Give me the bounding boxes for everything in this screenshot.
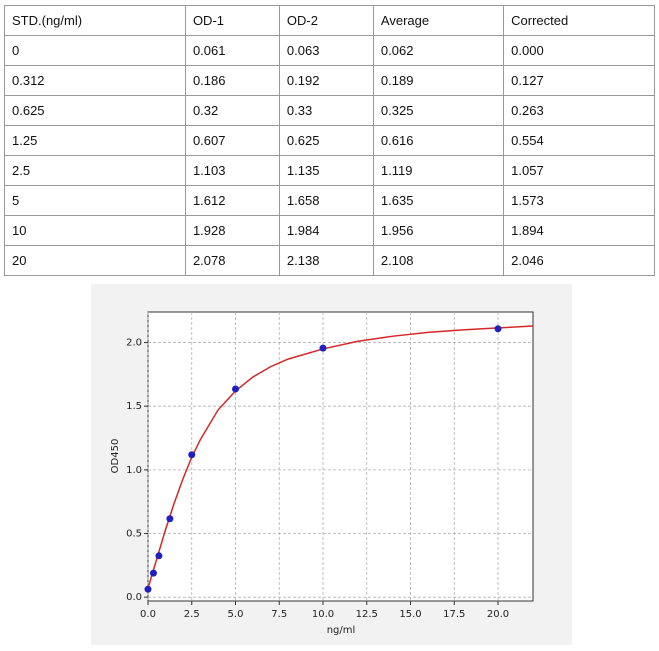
x-tick-label: 15.0 — [399, 609, 421, 620]
table-cell: 10 — [4, 215, 186, 246]
table-cell: 0.061 — [184, 35, 280, 66]
table-cell: 1.573 — [503, 185, 655, 216]
header-row: STD.(ng/ml) OD-1 OD-2 Average Corrected — [4, 5, 655, 36]
table-row: 20 2.078 2.138 2.108 2.046 — [4, 245, 655, 276]
table-cell: 2.138 — [278, 245, 374, 276]
y-tick-label: 0.0 — [126, 592, 142, 603]
table-cell: 1.984 — [278, 215, 374, 246]
table-cell: 0.063 — [278, 35, 374, 66]
table-row: 0 0.061 0.063 0.062 0.000 — [4, 35, 655, 66]
data-point — [155, 552, 163, 560]
data-point — [319, 344, 327, 352]
x-tick-label: 10.0 — [312, 609, 334, 620]
table-cell: 5 — [4, 185, 186, 216]
table-cell: 0.33 — [278, 95, 374, 126]
data-point — [232, 385, 239, 393]
table-cell: 0.127 — [503, 65, 655, 96]
plot-area — [147, 311, 534, 602]
table-cell: 1.119 — [372, 155, 505, 186]
table-cell: 1.928 — [184, 215, 280, 246]
x-tick-label: 20.0 — [487, 609, 509, 620]
table-cell: 2.046 — [503, 245, 655, 276]
table-cell: 0.32 — [184, 95, 280, 126]
table-cell: 0.062 — [372, 35, 505, 66]
table-cell: 0.554 — [503, 125, 655, 156]
table-cell: OD-1 — [184, 5, 280, 36]
y-tick-label: 1.0 — [126, 465, 142, 476]
fit-curve — [147, 325, 534, 589]
x-tick-label: 0.0 — [140, 609, 156, 620]
table-cell: 1.956 — [372, 215, 505, 246]
data-point — [188, 451, 196, 459]
table-cell: Average — [372, 5, 505, 36]
x-tick-label: 17.5 — [443, 609, 465, 620]
x-tick-label: 5.0 — [228, 609, 244, 620]
table-cell: 1.658 — [278, 185, 374, 216]
table-cell: 0.263 — [503, 95, 655, 126]
x-axis-label: ng/ml — [327, 625, 356, 636]
table-row: 5 1.612 1.658 1.635 1.573 — [4, 185, 655, 216]
table-cell: 0 — [4, 35, 186, 66]
table-cell: 1.635 — [372, 185, 505, 216]
table-cell: OD-2 — [278, 5, 374, 36]
table-cell: 1.612 — [184, 185, 280, 216]
table-cell: 0.325 — [372, 95, 505, 126]
table-cell: 0.616 — [372, 125, 505, 156]
table-cell: 1.103 — [184, 155, 280, 186]
table-cell: 2.108 — [372, 245, 505, 276]
table-cell: 1.057 — [503, 155, 655, 186]
x-tick-label: 12.5 — [356, 609, 378, 620]
y-tick-label: 1.5 — [126, 401, 142, 412]
table-cell: 1.894 — [503, 215, 655, 246]
data-point — [494, 325, 502, 333]
chart: ng/ml OD450 0.0 2.5 5.0 7.5 10.0 12.5 15.0 17.5… — [91, 284, 572, 645]
data-point — [144, 585, 152, 593]
table-row: 0.625 0.32 0.33 0.325 0.263 — [4, 95, 655, 126]
table-cell: 0.625 — [4, 95, 186, 126]
table-cell: 0.312 — [4, 65, 186, 96]
table-row: 1.25 0.607 0.625 0.616 0.554 — [4, 125, 655, 156]
x-tick-label: 7.5 — [271, 609, 287, 620]
table-cell: STD.(ng/ml) — [4, 5, 186, 36]
table-row: 2.5 1.103 1.135 1.119 1.057 — [4, 155, 655, 186]
y-axis-label: OD450 — [110, 439, 121, 474]
table-cell: 0.000 — [503, 35, 655, 66]
table-cell: 0.189 — [372, 65, 505, 96]
y-tick-label: 2.0 — [126, 338, 142, 349]
y-tick-label: 0.5 — [126, 529, 142, 540]
data-point — [149, 569, 157, 577]
table-cell: 1.135 — [278, 155, 374, 186]
data-point — [166, 515, 174, 523]
x-tick-label: 2.5 — [184, 609, 200, 620]
table-cell: 2.5 — [4, 155, 186, 186]
table-cell: 0.186 — [184, 65, 280, 96]
table-cell: 0.625 — [278, 125, 374, 156]
table-cell: 1.25 — [4, 125, 186, 156]
table-cell: Corrected — [503, 5, 655, 36]
table-cell: 0.607 — [184, 125, 280, 156]
table-row: 0.312 0.186 0.192 0.189 0.127 — [4, 65, 655, 96]
table-cell: 2.078 — [184, 245, 280, 276]
table-cell: 0.192 — [278, 65, 374, 96]
data-table: STD.(ng/ml) OD-1 OD-2 Average Corrected 0 0.06… — [4, 5, 655, 276]
table-cell: 20 — [4, 245, 186, 276]
table-row: 10 1.928 1.984 1.956 1.894 — [4, 215, 655, 246]
